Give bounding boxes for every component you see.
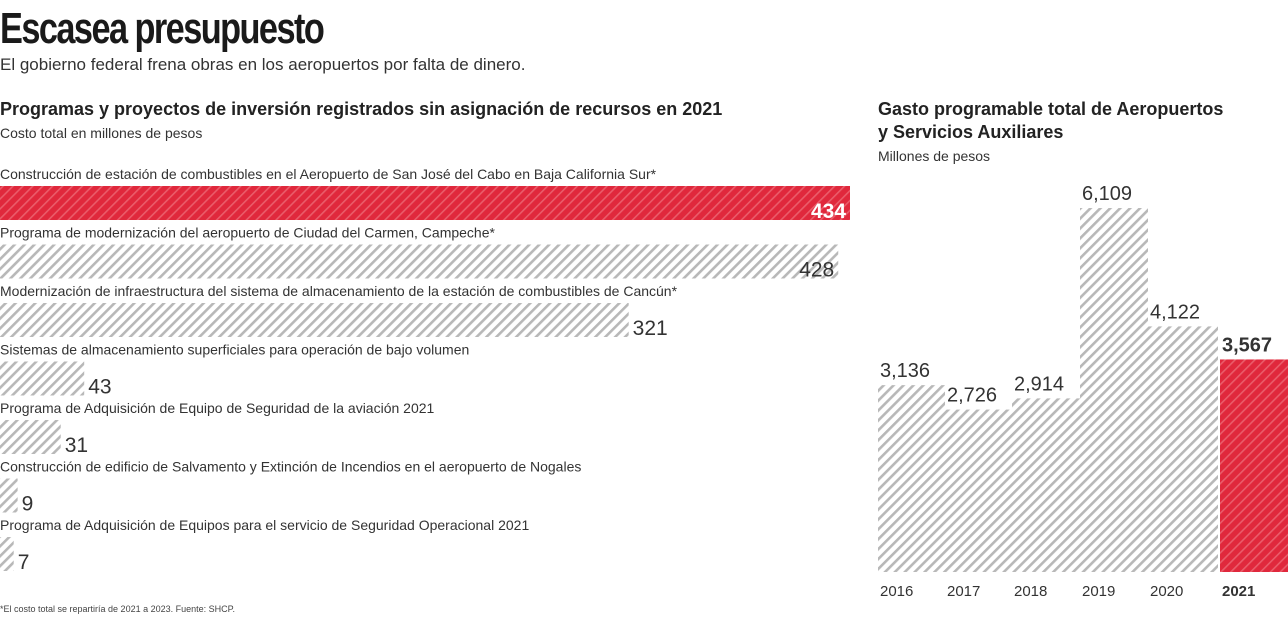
bar-category-label: Programa de Adquisición de Equipos para … (0, 517, 529, 533)
bar-category-label: Sistemas de almacenamiento superficiales… (0, 342, 469, 358)
bar-category-label: Construcción de edificio de Salvamento y… (0, 459, 581, 475)
bar (0, 244, 839, 279)
column-highlight (1220, 359, 1288, 572)
column-value-label: 3,136 (880, 360, 930, 382)
x-tick-label: 2021 (1222, 583, 1255, 600)
right-chart-title-line1: Gasto programable total de Aeropuertos (878, 99, 1224, 119)
bar (0, 361, 85, 396)
bar-value-label: 434 (811, 200, 846, 223)
right-chart-subtitle: Millones de pesos (878, 148, 991, 164)
column (1148, 326, 1218, 572)
x-tick-label: 2018 (1014, 583, 1047, 600)
x-tick-label: 2019 (1082, 583, 1115, 600)
column (945, 409, 1012, 572)
column-value-label: 3,567 (1222, 334, 1272, 356)
bar-value-label: 7 (18, 551, 30, 574)
left-chart-title: Programas y proyectos de inversión regis… (0, 99, 723, 119)
column-value-label: 2,914 (1014, 373, 1064, 395)
column (878, 385, 945, 572)
column-value-label: 4,122 (1150, 301, 1200, 323)
bar-highlight (0, 186, 850, 220)
bar-category-label: Programa de Adquisición de Equipo de Seg… (0, 400, 435, 416)
bar-category-label: Programa de modernización del aeropuerto… (0, 225, 496, 241)
bar-value-label: 428 (799, 259, 834, 282)
footnote: *El costo total se repartiría de 2021 a … (0, 604, 235, 614)
left-chart-subtitle: Costo total en millones de pesos (0, 125, 203, 141)
bar-category-label: Modernización de infraestructura del sis… (0, 283, 678, 299)
bar-value-label: 9 (22, 493, 34, 516)
bar-value-label: 31 (65, 434, 88, 457)
column-value-label: 6,109 (1082, 183, 1132, 205)
bar (0, 303, 629, 337)
page-title: Escasea presupuesto (0, 4, 325, 53)
page-subtitle: El gobierno federal frena obras en los a… (0, 55, 526, 74)
bar-value-label: 43 (88, 376, 111, 399)
column (1012, 398, 1080, 572)
right-chart-title-line2: y Servicios Auxiliares (878, 122, 1064, 142)
x-tick-label: 2017 (947, 583, 980, 600)
bar-category-label: Construcción de estación de combustibles… (0, 166, 657, 182)
bar (0, 478, 18, 513)
bar-value-label: 321 (633, 317, 668, 340)
column (1080, 208, 1148, 572)
bar (0, 420, 61, 454)
x-tick-label: 2016 (880, 583, 913, 600)
column-value-label: 2,726 (947, 385, 997, 407)
bar (0, 537, 14, 571)
x-tick-label: 2020 (1150, 583, 1183, 600)
